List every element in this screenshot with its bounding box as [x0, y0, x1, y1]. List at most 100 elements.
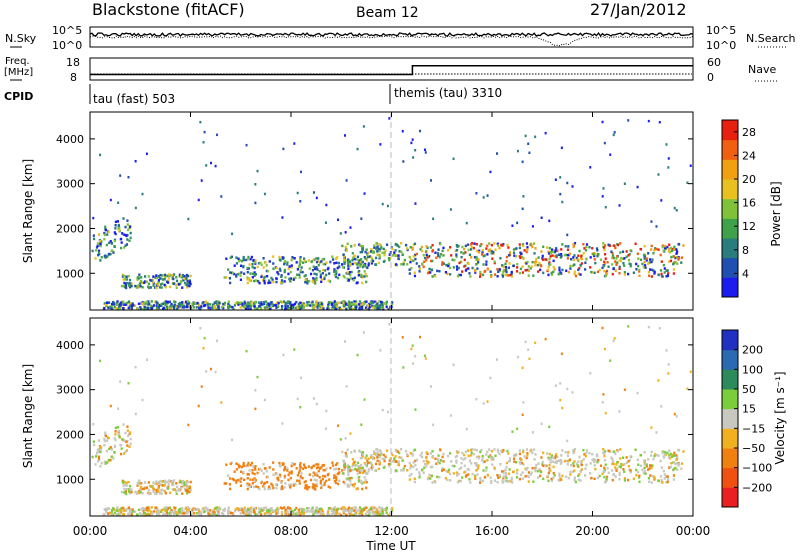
power-echo-cell [544, 258, 547, 261]
power-echo-cell [531, 260, 534, 264]
velocity-echo-cell [130, 488, 133, 492]
power-echo-cell [365, 280, 368, 284]
velocity-echo-cell [643, 463, 646, 466]
velocity-echo-cell [370, 468, 374, 471]
velocity-echo-cell [257, 507, 261, 510]
velocity-echo-cell [262, 463, 265, 466]
velocity-echo-cell [275, 483, 278, 486]
velocity-echo-cell [674, 462, 677, 466]
velocity-echo-cell [510, 476, 513, 480]
power-echo-cell [634, 242, 637, 246]
velocity-echo-cell [457, 450, 460, 454]
velocity-echo-cell [124, 431, 127, 435]
velocity-echo-cell [239, 507, 242, 511]
velocity-echo-cell [253, 511, 256, 514]
velocity-echo-cell [391, 453, 394, 457]
power-echo-cell [376, 250, 379, 253]
power-echo-cell [220, 195, 223, 198]
velocity-echo-cell [104, 509, 108, 513]
velocity-echo-cell [525, 456, 528, 460]
power-echo-cell [553, 268, 556, 271]
power-echo-cell [185, 305, 188, 308]
power-echo-cell [655, 225, 658, 228]
power-echo-cell [627, 254, 630, 257]
power-echo-cell [122, 217, 125, 220]
velocity-echo-cell [388, 464, 391, 468]
power-echo-cell [197, 198, 200, 202]
power-echo-cell [210, 306, 213, 310]
velocity-echo-cell [280, 485, 284, 488]
power-echo-cell [253, 271, 256, 274]
power-echo-cell [168, 300, 171, 304]
velocity-echo-cell [168, 479, 171, 482]
power-echo-cell [299, 170, 302, 174]
power-echo-cell [636, 252, 639, 256]
velocity-echo-cell [490, 481, 493, 484]
velocity-echo-cell [318, 467, 322, 470]
power-echo-cell [189, 274, 192, 278]
power-echo-cell [270, 276, 273, 280]
velocity-echo-cell [283, 476, 286, 480]
velocity-echo-cell [345, 509, 348, 512]
velocity-echo-cell [209, 367, 212, 371]
velocity-echo-cell [299, 513, 302, 517]
velocity-echo-cell [139, 512, 142, 515]
power-echo-cell [347, 278, 351, 282]
velocity-echo-cell [500, 470, 504, 473]
velocity-echo-cell [627, 325, 630, 328]
power-echo-cell [423, 260, 426, 264]
power-echo-cell [453, 258, 456, 262]
velocity-echo-cell [388, 459, 391, 462]
velocity-echo-cell [532, 480, 535, 483]
velocity-echo-cell [223, 509, 226, 512]
velocity-echo-cell [159, 483, 162, 486]
power-echo-cell [649, 268, 652, 271]
velocity-echo-cell [299, 405, 302, 409]
velocity-echo-cell [278, 461, 281, 465]
power-echo-cell [643, 255, 646, 258]
power-echo-cell [353, 303, 356, 306]
velocity-echo-cell [343, 482, 346, 485]
power-echo-cell [239, 278, 243, 282]
power-echo-cell [356, 255, 360, 259]
velocity-echo-cell [327, 513, 330, 516]
power-echo-cell [373, 244, 376, 247]
power-echo-cell [120, 237, 123, 241]
velocity-echo-cell [478, 481, 482, 484]
velocity-echo-cell [214, 370, 217, 374]
velocity-echo-cell [265, 509, 269, 512]
velocity-echo-cell [161, 508, 165, 512]
power-echo-cell [534, 263, 537, 267]
power-echo-cell [505, 255, 509, 259]
power-echo-cell [336, 256, 339, 259]
power-echo-cell [338, 265, 341, 268]
velocity-echo-cell [262, 472, 265, 475]
power-echo-cell [228, 271, 232, 274]
velocity-echo-cell [237, 465, 241, 469]
power-echo-cell [376, 253, 379, 257]
velocity-echo-cell [309, 478, 313, 482]
power-echo-cell [573, 254, 576, 257]
power-echo-cell [589, 256, 592, 259]
power-echo-cell [155, 276, 159, 280]
velocity-echo-cell [522, 401, 525, 404]
power-echo-cell [145, 300, 148, 304]
velocity-echo-cell [625, 456, 628, 459]
power-echo-cell [250, 301, 253, 305]
power-echo-cell [232, 307, 235, 311]
velocity-echo-cell [610, 456, 613, 459]
velocity-echo-cell [146, 508, 149, 512]
velocity-echo-cell [308, 485, 311, 489]
velocity-echo-cell [356, 464, 360, 468]
power-echo-cell [215, 300, 218, 303]
velocity-echo-cell [180, 510, 183, 513]
velocity-echo-cell [526, 454, 529, 457]
velocity-echo-cell [569, 473, 572, 476]
velocity-echo-cell [320, 508, 324, 512]
power-echo-cell [460, 260, 463, 264]
power-echo-cell [393, 251, 396, 254]
velocity-echo-cell [210, 512, 213, 516]
velocity-echo-cell [104, 431, 107, 435]
velocity-echo-cell [234, 508, 237, 511]
power-echo-cell [218, 306, 221, 309]
